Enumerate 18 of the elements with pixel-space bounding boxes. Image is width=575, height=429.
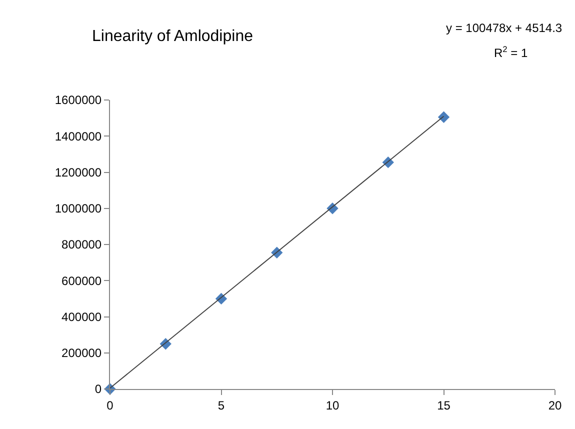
y-tick-label: 600000: [62, 274, 102, 288]
y-tick-label: 800000: [62, 238, 102, 252]
x-tick-label: 15: [437, 398, 451, 412]
x-tick-label: 5: [218, 398, 225, 412]
y-tick-label: 400000: [62, 310, 102, 324]
chart-title: Linearity of Amlodipine: [92, 28, 254, 46]
x-tick-label: 0: [106, 398, 114, 412]
text: y = 100478x + 4514.3: [446, 21, 562, 35]
x-tick-label: 10: [326, 398, 340, 412]
y-tick-label: 1400000: [54, 129, 102, 144]
point: [438, 111, 450, 124]
y-tick-label: 0: [94, 382, 102, 396]
text: R$^{2}$ = 1: [494, 44, 528, 60]
y-tick-label: 1000000: [54, 202, 102, 216]
y-tick-label: 200000: [62, 346, 102, 360]
x-tick-label: 20: [548, 398, 562, 412]
y-tick-label: 1600000: [54, 93, 102, 108]
y-tick-label: 1200000: [54, 165, 102, 180]
